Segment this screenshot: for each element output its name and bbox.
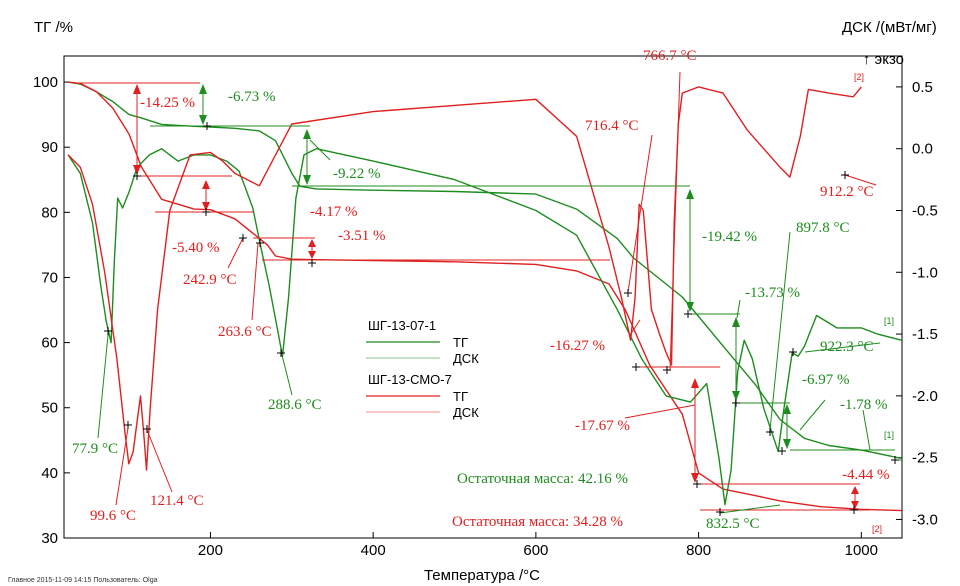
step-label: -3.51 % — [338, 228, 386, 244]
curve-tag: [1] — [884, 430, 894, 440]
y-left-tick-label: 60 — [41, 335, 58, 352]
x-tick-label: 200 — [198, 542, 223, 559]
step-label: -1.78 % — [840, 397, 888, 413]
legend-sample1: ШГ-13-07-1 — [368, 318, 436, 333]
y-left-tick-label: 80 — [41, 204, 58, 221]
peak-label: 263.6 °C — [218, 324, 272, 340]
peak-label: 288.6 °C — [268, 397, 322, 413]
y-right-title: ДСК /(мВт/мг) — [842, 19, 937, 36]
step-label: -19.42 % — [702, 229, 757, 245]
legend-sample2: ШГ-13-СМО-7 — [368, 372, 452, 387]
axis-ticks: 200 400 600 800 1000 30 40 50 60 70 80 90 100 0.5 0.0 -… — [33, 74, 938, 559]
x-title: Температура /°C — [424, 567, 540, 584]
peak-label: 242.9 °C — [183, 272, 237, 288]
step-label: -4.17 % — [310, 204, 358, 220]
y-left-tick-label: 90 — [41, 139, 58, 156]
legend-green-dsc: ДСК — [453, 351, 479, 366]
step-label: -13.73 % — [745, 285, 800, 301]
series-green-tg-line — [67, 81, 903, 460]
step-label: -14.25 % — [140, 95, 195, 111]
curve-tag: [1] — [884, 316, 894, 326]
footer-text: Главное 2015-11-09 14:15 Пользователь: O… — [8, 577, 158, 584]
x-tick-label: 1000 — [845, 542, 878, 559]
series-green-dsc-line — [67, 148, 903, 506]
legend-red-tg: ТГ — [453, 389, 468, 404]
peak-label: 121.4 °C — [150, 493, 204, 509]
y-right-tick-label: 0.0 — [912, 141, 933, 158]
y-left-title: ТГ /% — [34, 19, 73, 36]
curve-tag: [2] — [872, 524, 882, 534]
y-right-tick-label: -1.5 — [912, 326, 938, 343]
y-left-tick-label: 100 — [33, 74, 58, 91]
curve-tag: [2] — [854, 72, 864, 82]
legend-green-tg: ТГ — [453, 335, 468, 350]
y-right-tick-label: -2.5 — [912, 450, 938, 467]
x-tick-label: 600 — [523, 542, 548, 559]
peak-label: 77.9 °C — [72, 441, 118, 457]
y-left-tick-label: 30 — [41, 530, 58, 547]
residual-green: Остаточная масса: 42.16 % — [457, 471, 628, 487]
step-label: -17.67 % — [575, 418, 630, 434]
peak-label: 716.4 °C — [585, 118, 639, 134]
annotation-lines — [72, 71, 902, 516]
x-tick-label: 400 — [361, 542, 386, 559]
y-right-tick-label: 0.5 — [912, 79, 933, 96]
legend: ШГ-13-07-1 ТГ ДСК ШГ-13-СМО-7 ТГ ДСК — [366, 318, 479, 420]
y-left-tick-label: 70 — [41, 269, 58, 286]
y-right-tick-label: -0.5 — [912, 202, 938, 219]
peak-label: 897.8 °C — [796, 220, 850, 236]
y-right-tick-label: -1.0 — [912, 264, 938, 281]
peak-label: 766.7 °C — [643, 48, 697, 64]
step-label: -9.22 % — [333, 166, 381, 182]
annotation-labels: -14.25 % -5.40 % -4.17 % -3.51 % -16.27 … — [72, 48, 894, 534]
step-label: -6.97 % — [802, 372, 850, 388]
peak-label: 99.6 °C — [90, 508, 136, 524]
peak-label: 832.5 °C — [706, 516, 760, 532]
legend-red-dsc: ДСК — [453, 405, 479, 420]
peak-label: 912.2 °C — [820, 184, 874, 200]
residual-red: Остаточная масса: 34.28 % — [452, 514, 623, 530]
step-label: -16.27 % — [550, 338, 605, 354]
peak-label: 922.3 °C — [820, 339, 874, 355]
y-left-tick-label: 40 — [41, 465, 58, 482]
step-label: -6.73 % — [228, 89, 276, 105]
y-right-tick-label: -2.0 — [912, 388, 938, 405]
step-label: -5.40 % — [172, 240, 220, 256]
plot-frame — [63, 55, 903, 539]
exo-label: ↑ экзо — [863, 51, 904, 68]
step-label: -4.44 % — [842, 467, 890, 483]
y-left-tick-label: 50 — [41, 400, 58, 417]
y-right-tick-label: -3.0 — [912, 511, 938, 528]
x-tick-label: 800 — [686, 542, 711, 559]
series-red-dsc-line — [67, 86, 862, 471]
